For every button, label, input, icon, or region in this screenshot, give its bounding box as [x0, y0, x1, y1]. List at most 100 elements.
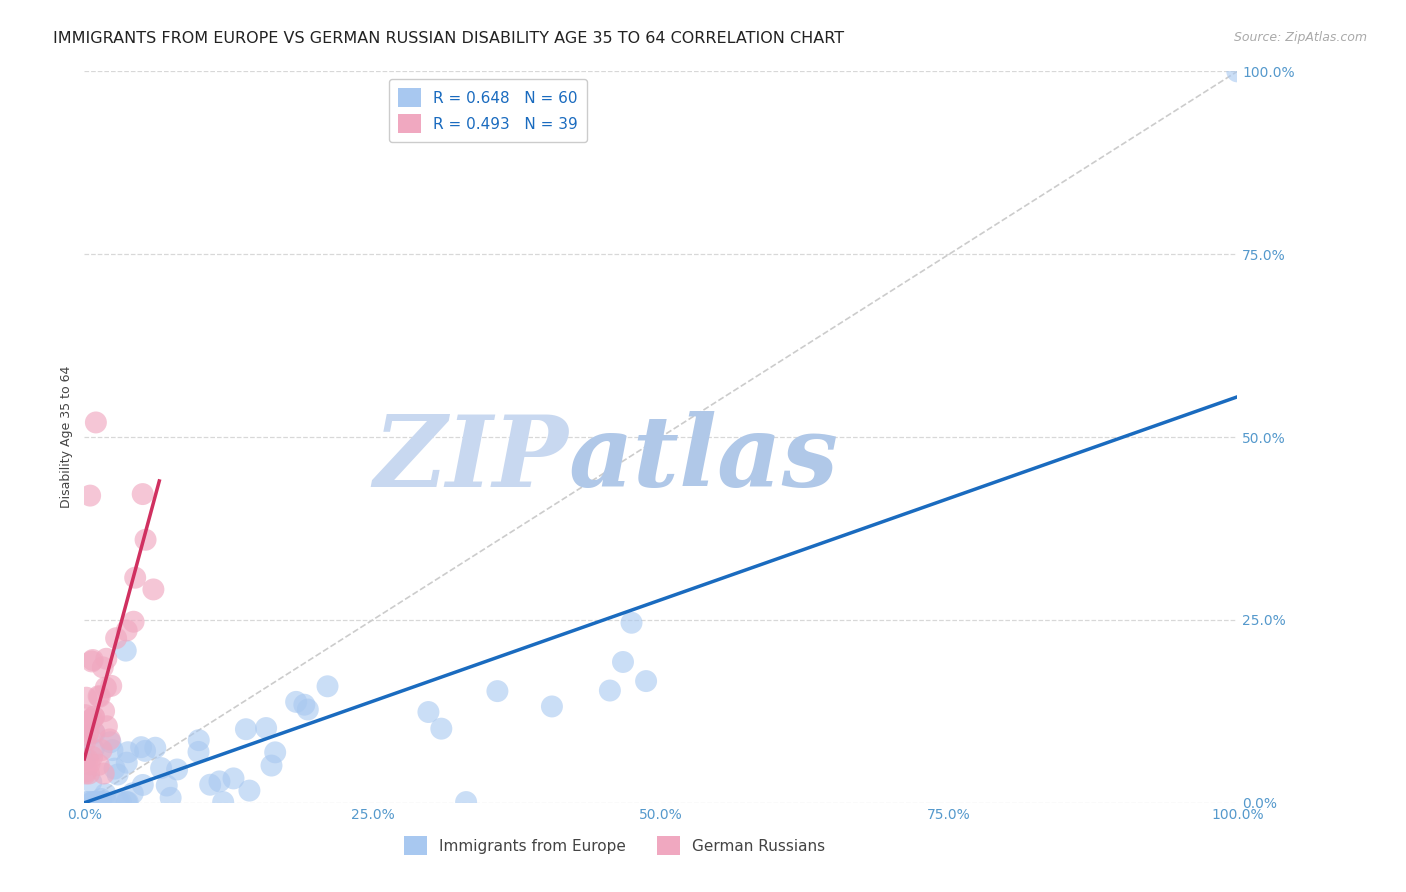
Text: Source: ZipAtlas.com: Source: ZipAtlas.com: [1233, 31, 1367, 45]
Point: [83, 709, 105, 723]
Point: [82, 795, 104, 809]
Point: [124, 571, 146, 585]
Point: [90, 743, 112, 757]
Point: [107, 767, 129, 781]
Point: [77, 725, 100, 739]
Point: [87, 757, 110, 772]
Point: [121, 786, 143, 800]
Point: [156, 779, 179, 793]
Point: [285, 695, 308, 709]
Point: [150, 761, 173, 775]
Point: [93, 766, 115, 780]
Y-axis label: Disability Age 35 to 64: Disability Age 35 to 64: [59, 366, 73, 508]
Point: [260, 758, 283, 772]
Point: [89, 690, 111, 704]
Point: [82, 749, 104, 764]
Point: [122, 615, 145, 629]
Point: [620, 615, 643, 630]
Point: [135, 533, 157, 547]
Point: [75, 708, 97, 723]
Point: [100, 735, 122, 749]
Point: [76, 728, 98, 742]
Point: [292, 698, 315, 712]
Point: [430, 722, 453, 736]
Point: [75, 734, 97, 748]
Point: [90, 792, 112, 806]
Point: [132, 778, 155, 792]
Point: [101, 743, 124, 757]
Point: [83, 726, 105, 740]
Point: [79, 757, 101, 772]
Point: [134, 744, 156, 758]
Point: [235, 723, 257, 737]
Point: [115, 624, 138, 638]
Point: [91, 660, 114, 674]
Point: [198, 778, 221, 792]
Point: [159, 790, 181, 805]
Point: [84, 416, 107, 430]
Point: [117, 795, 139, 809]
Point: [80, 712, 103, 726]
Point: [75, 764, 97, 779]
Point: [75, 752, 97, 766]
Point: [79, 714, 101, 728]
Point: [212, 795, 235, 809]
Point: [636, 674, 658, 689]
Point: [82, 653, 104, 667]
Point: [76, 795, 98, 809]
Point: [84, 795, 107, 809]
Point: [486, 684, 509, 698]
Point: [254, 721, 277, 735]
Point: [129, 740, 152, 755]
Point: [87, 689, 110, 703]
Point: [105, 631, 128, 645]
Point: [114, 643, 136, 657]
Point: [264, 745, 287, 759]
Point: [418, 705, 440, 719]
Text: atlas: atlas: [568, 411, 838, 508]
Point: [142, 582, 165, 597]
Point: [94, 681, 117, 695]
Point: [89, 795, 111, 809]
Point: [83, 725, 105, 739]
Point: [297, 702, 319, 716]
Point: [93, 704, 115, 718]
Point: [80, 775, 103, 789]
Point: [599, 683, 621, 698]
Point: [76, 752, 98, 766]
Point: [115, 756, 138, 770]
Text: IMMIGRANTS FROM EUROPE VS GERMAN RUSSIAN DISABILITY AGE 35 TO 64 CORRELATION CHA: IMMIGRANTS FROM EUROPE VS GERMAN RUSSIAN…: [53, 31, 845, 46]
Point: [612, 655, 634, 669]
Text: ZIP: ZIP: [374, 411, 568, 508]
Point: [187, 733, 209, 747]
Point: [115, 795, 138, 809]
Point: [83, 710, 105, 724]
Point: [208, 774, 231, 789]
Legend: Immigrants from Europe, German Russians: Immigrants from Europe, German Russians: [398, 830, 831, 861]
Point: [80, 655, 103, 669]
Point: [117, 745, 139, 759]
Point: [110, 795, 132, 809]
Point: [1226, 64, 1249, 78]
Point: [131, 487, 153, 501]
Point: [82, 795, 104, 809]
Point: [166, 763, 188, 777]
Point: [316, 679, 339, 693]
Point: [103, 762, 125, 776]
Point: [89, 795, 111, 809]
Point: [187, 745, 209, 759]
Point: [83, 795, 105, 809]
Point: [96, 652, 118, 666]
Point: [75, 690, 97, 705]
Point: [75, 766, 97, 780]
Point: [98, 732, 121, 747]
Point: [456, 795, 478, 809]
Point: [96, 719, 118, 733]
Point: [222, 772, 245, 786]
Point: [107, 795, 129, 809]
Point: [76, 795, 98, 809]
Point: [238, 783, 260, 797]
Point: [541, 699, 564, 714]
Point: [100, 679, 122, 693]
Point: [79, 489, 101, 503]
